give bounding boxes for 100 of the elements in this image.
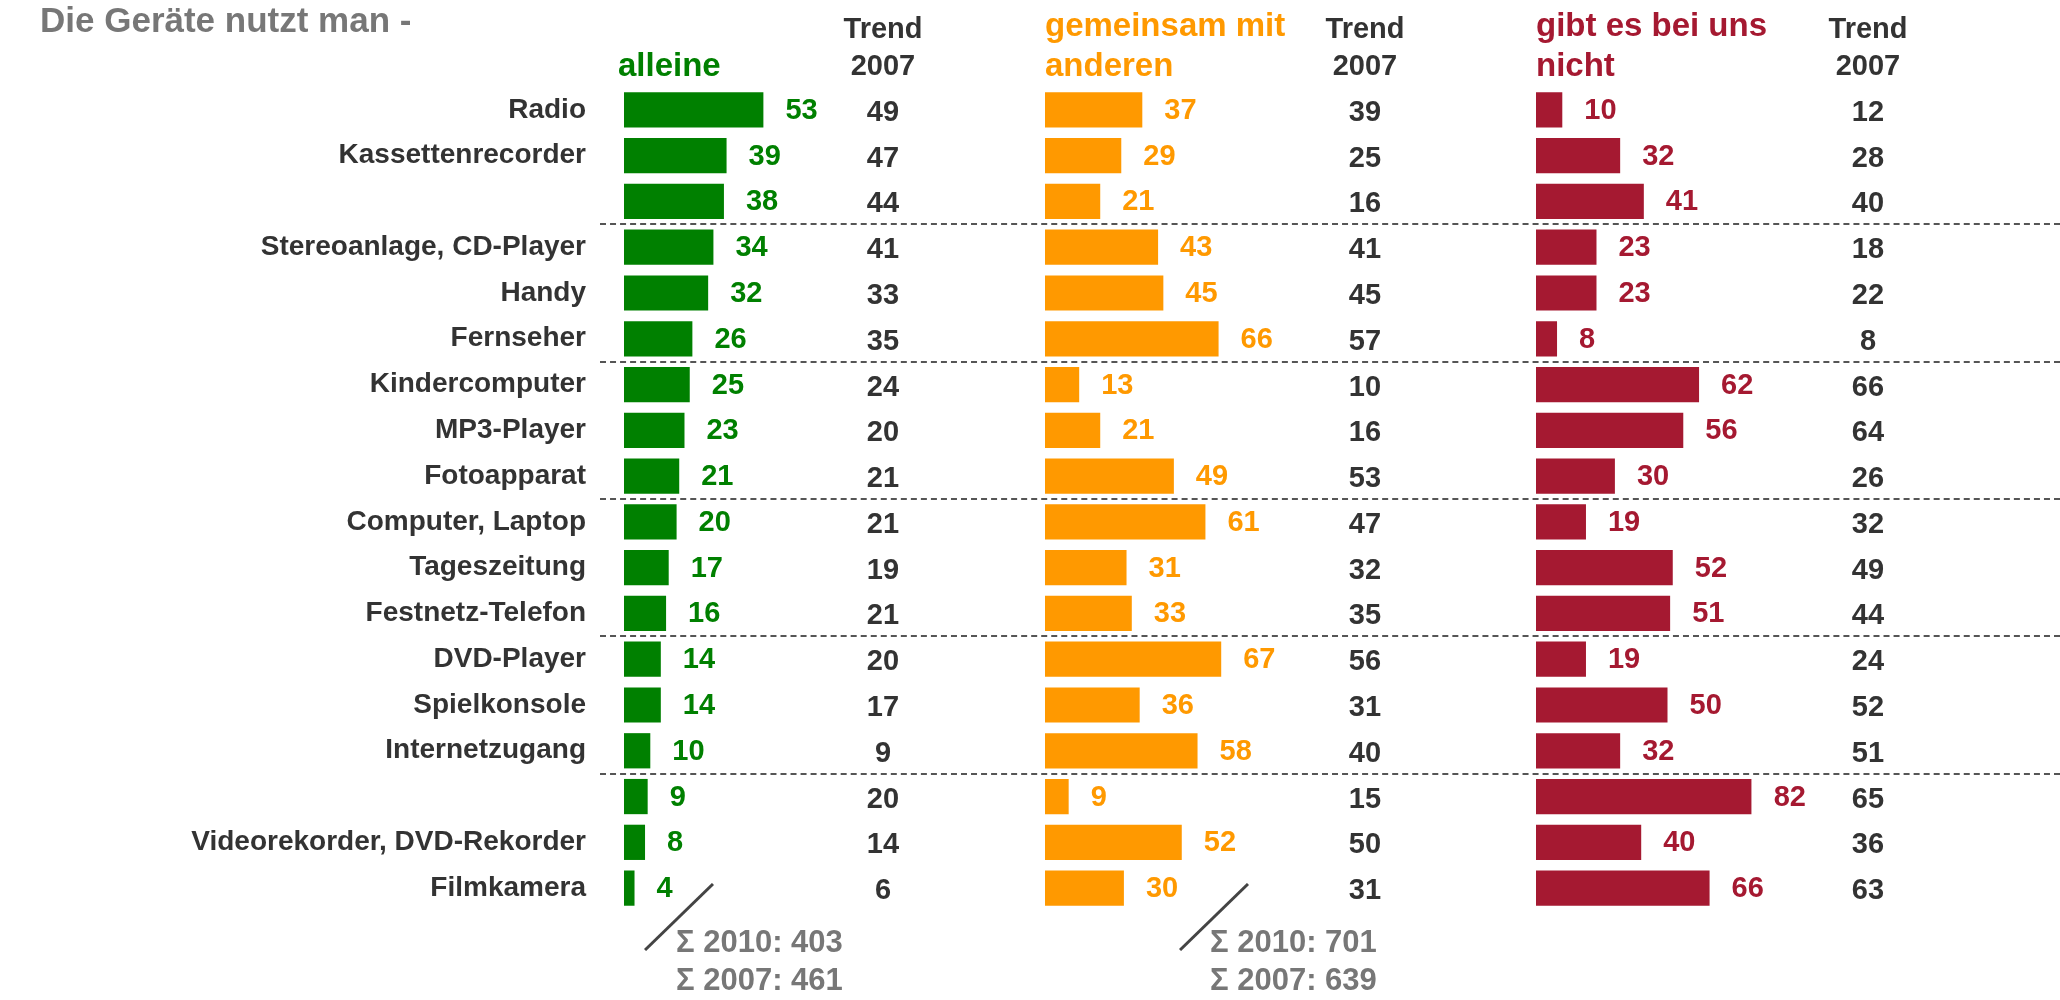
data-label: 18 [1850, 232, 1886, 265]
bar [1536, 183, 1644, 220]
text: Die Geräte nutzt man - [40, 0, 412, 39]
data-label: 23 [706, 413, 739, 446]
bar [1536, 321, 1558, 357]
y-tick-label: Radio [508, 92, 586, 124]
series-label: gibt es bei uns nicht [1536, 6, 1768, 83]
data-label: 22 [1850, 278, 1886, 310]
data-label: 21 [865, 461, 901, 494]
bar [624, 641, 661, 677]
data-label: 12 [1850, 94, 1886, 127]
text: Trend 2007 [1324, 11, 1406, 83]
y-tick-label: Stereoanlage, CD-Player [260, 229, 587, 261]
data-label: 16 [1347, 415, 1383, 448]
data-label: 9 [1090, 779, 1107, 812]
bar [1045, 641, 1222, 677]
data-label: 26 [714, 321, 747, 354]
data-label: 21 [865, 598, 901, 631]
bar [624, 733, 651, 769]
bar [1045, 321, 1219, 357]
text: Trend 2007 [1827, 11, 1909, 83]
y-tick-label: Handy [500, 275, 587, 307]
y-tick-label: Fernseher [450, 321, 587, 353]
data-label: 8 [1579, 321, 1596, 354]
y-tick-label: Filmkamera [430, 870, 587, 902]
data-label: 8 [1858, 323, 1878, 356]
data-label: 39 [748, 138, 781, 171]
data-label: 30 [1636, 459, 1670, 492]
data-label: 17 [690, 550, 723, 583]
data-label: 20 [865, 644, 901, 677]
bar [1045, 824, 1182, 860]
data-label: 16 [1347, 186, 1383, 219]
bar [1536, 824, 1642, 860]
data-label: 14 [682, 642, 716, 675]
bar [1536, 733, 1621, 769]
bar [1536, 641, 1586, 677]
data-label: 38 [745, 184, 779, 217]
data-label: 62 [1721, 367, 1754, 400]
bar [1536, 92, 1563, 128]
data-label: 66 [1731, 871, 1764, 904]
series-label: gemeinsam mit anderen [1045, 6, 1286, 83]
data-label: 49 [1850, 552, 1886, 585]
data-label: 51 [1850, 735, 1886, 768]
bar [1045, 183, 1101, 220]
data-label: 58 [1219, 733, 1252, 766]
data-label: 19 [865, 552, 901, 585]
data-label: 32 [1642, 733, 1675, 766]
data-label: 57 [1347, 323, 1383, 356]
y-tick-label: Kindercomputer [369, 367, 587, 399]
y-tick-label: Spielkonsole [413, 687, 586, 719]
y-tick-label: Computer, Laptop [346, 504, 586, 536]
y-tick-label: Tageszeitung [409, 550, 586, 582]
data-label: 25 [1347, 140, 1383, 173]
data-label: 63 [1850, 873, 1886, 906]
data-label: 36 [1161, 688, 1194, 720]
bar [1536, 778, 1752, 815]
bar [1045, 412, 1101, 448]
data-label: 32 [1642, 138, 1675, 171]
text: Σ 2010: 403 [676, 923, 843, 959]
data-label: 35 [865, 323, 901, 356]
data-label: 6 [873, 873, 893, 906]
data-label: 20 [865, 781, 901, 814]
bar [1045, 778, 1069, 815]
data-label: 16 [688, 596, 721, 629]
data-label: 49 [1195, 459, 1229, 492]
bar [624, 138, 727, 174]
data-label: 31 [1148, 550, 1181, 583]
data-label: 4 [656, 871, 673, 904]
data-label: 37 [1164, 92, 1197, 125]
data-label: 32 [1347, 552, 1383, 585]
y-tick-label: Festnetz-Telefon [365, 596, 586, 628]
data-label: 9 [669, 779, 686, 812]
data-label: 33 [865, 278, 901, 310]
data-label: 56 [1347, 644, 1383, 677]
data-label: 21 [1122, 184, 1155, 217]
data-label: 20 [698, 504, 731, 537]
data-label: 24 [1850, 644, 1886, 677]
bar [624, 504, 677, 540]
data-label: 9 [873, 735, 893, 768]
data-label: 31 [1347, 873, 1383, 906]
data-label: 49 [865, 94, 901, 127]
data-label: 21 [1122, 413, 1155, 446]
bar [1536, 412, 1684, 448]
y-tick-label: Internetzugang [385, 733, 586, 765]
data-label: 52 [1203, 825, 1237, 858]
data-label: 53 [1347, 461, 1383, 494]
data-label: 40 [1850, 186, 1886, 219]
bar [1045, 550, 1127, 586]
bar [1045, 229, 1159, 265]
bar [624, 595, 667, 632]
data-label: 41 [865, 232, 901, 265]
y-tick-label: Kassettenrecorder [338, 138, 587, 170]
data-label: 33 [1153, 596, 1187, 629]
data-label: 39 [1347, 94, 1383, 127]
data-label: 44 [1850, 598, 1886, 631]
y-tick-label: Fotoapparat [424, 458, 586, 490]
data-label: 66 [1850, 369, 1886, 402]
data-label: 82 [1773, 779, 1806, 812]
bar [1045, 504, 1206, 540]
data-label: 43 [1180, 230, 1213, 263]
